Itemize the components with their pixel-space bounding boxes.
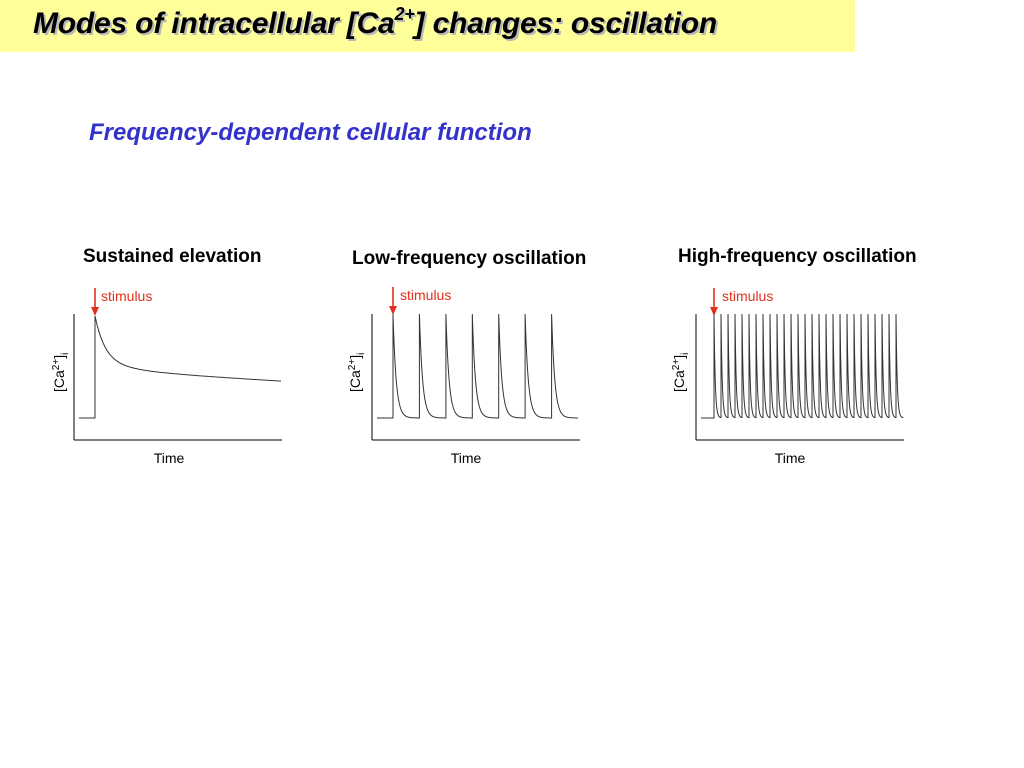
chart-sustained-elevation: stimulus [Ca2+]i Time	[51, 288, 282, 466]
title-bar: Modes of intracellular [Ca2+] changes: o…	[0, 0, 855, 52]
x-axis-label: Time	[451, 450, 482, 466]
stimulus-label: stimulus	[400, 287, 451, 303]
calcium-trace	[377, 313, 578, 419]
calcium-trace	[79, 315, 282, 419]
y-axis-label: [Ca2+]i	[347, 353, 367, 392]
stimulus-label: stimulus	[101, 288, 152, 304]
title-prefix: Modes of intracellular [Ca	[33, 7, 395, 40]
title-superscript: 2+	[394, 4, 415, 24]
stimulus-arrow	[389, 287, 397, 315]
chart-high-frequency-oscillation: stimulus [Ca2+]i Time	[671, 288, 904, 466]
slide-subtitle: Frequency-dependent cellular function	[89, 119, 532, 146]
slide-title: Modes of intracellular [Ca2+] changes: o…	[33, 4, 718, 41]
y-axis-label: [Ca2+]i	[51, 353, 71, 392]
chart-low-frequency-oscillation: stimulus [Ca2+]i Time	[347, 287, 580, 466]
title-suffix: ] changes: oscillation	[414, 7, 718, 40]
panel-title-sustained: Sustained elevation	[83, 246, 262, 267]
stimulus-arrow	[91, 288, 99, 316]
panel-title-high-frequency: High-frequency oscillation	[678, 246, 917, 267]
panel-title-low-frequency: Low-frequency oscillation	[352, 248, 587, 269]
x-axis-label: Time	[775, 450, 806, 466]
y-axis-label: [Ca2+]i	[671, 353, 691, 392]
stimulus-label: stimulus	[722, 288, 773, 304]
x-axis-label: Time	[154, 450, 185, 466]
stimulus-arrow	[710, 288, 718, 316]
calcium-trace	[701, 313, 904, 419]
